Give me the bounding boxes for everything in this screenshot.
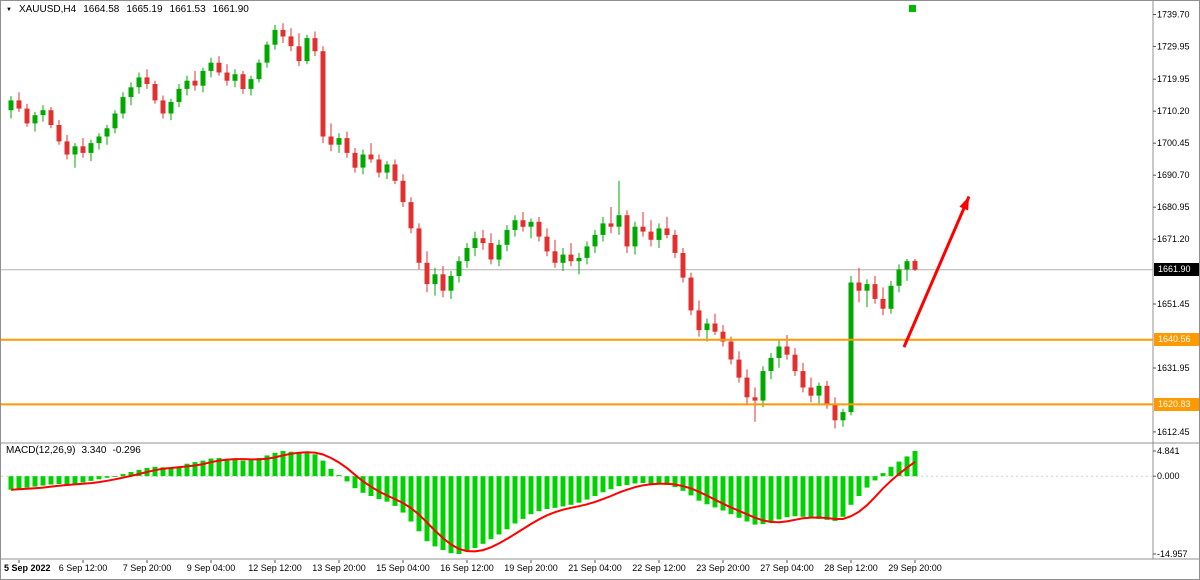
svg-text:22 Sep 12:00: 22 Sep 12:00 <box>632 563 686 573</box>
svg-text:23 Sep 20:00: 23 Sep 20:00 <box>696 563 750 573</box>
svg-text:1700.45: 1700.45 <box>1157 138 1190 148</box>
svg-text:6 Sep 12:00: 6 Sep 12:00 <box>59 563 108 573</box>
svg-text:0.000: 0.000 <box>1157 471 1180 481</box>
svg-text:28 Sep 12:00: 28 Sep 12:00 <box>824 563 878 573</box>
svg-text:29 Sep 20:00: 29 Sep 20:00 <box>888 563 942 573</box>
svg-text:1729.95: 1729.95 <box>1157 41 1190 51</box>
ohlc-open: 1664.58 <box>83 4 120 15</box>
symbol-period-label: XAUUSD,H4 <box>18 4 77 15</box>
svg-text:12 Sep 12:00: 12 Sep 12:00 <box>248 563 302 573</box>
ohlc-low: 1661.53 <box>169 4 206 15</box>
svg-text:1631.95: 1631.95 <box>1157 363 1190 373</box>
svg-text:-14.957: -14.957 <box>1157 549 1188 559</box>
svg-text:13 Sep 20:00: 13 Sep 20:00 <box>312 563 366 573</box>
svg-text:1651.45: 1651.45 <box>1157 299 1190 309</box>
ohlc-close: 1661.90 <box>212 4 249 15</box>
trend-arrow-head <box>959 196 969 211</box>
svg-text:1739.70: 1739.70 <box>1157 10 1190 20</box>
svg-text:15 Sep 04:00: 15 Sep 04:00 <box>376 563 430 573</box>
ohlc-high: 1665.19 <box>126 4 163 15</box>
green-marker <box>909 5 916 12</box>
chart-header: ▼ XAUUSD,H4 1664.58 1665.19 1661.53 1661… <box>6 4 249 15</box>
svg-text:27 Sep 04:00: 27 Sep 04:00 <box>760 563 814 573</box>
svg-text:21 Sep 04:00: 21 Sep 04:00 <box>568 563 622 573</box>
svg-text:19 Sep 20:00: 19 Sep 20:00 <box>504 563 558 573</box>
trend-arrow <box>902 195 971 348</box>
svg-text:9 Sep 04:00: 9 Sep 04:00 <box>187 563 236 573</box>
candles <box>8 23 918 429</box>
macd-name: MACD(12,26,9) <box>6 445 76 456</box>
svg-text:4.841: 4.841 <box>1157 446 1180 456</box>
hline-price-badge: 1620.83 <box>1154 397 1199 411</box>
svg-text:1671.20: 1671.20 <box>1157 234 1190 244</box>
macd-indicator-label: MACD(12,26,9) 3.340 -0.296 <box>6 445 141 456</box>
svg-text:16 Sep 12:00: 16 Sep 12:00 <box>440 563 494 573</box>
svg-text:1612.45: 1612.45 <box>1157 427 1190 437</box>
chevron-down-icon: ▼ <box>6 6 12 13</box>
svg-text:1719.95: 1719.95 <box>1157 74 1190 84</box>
macd-signal-value: -0.296 <box>112 445 141 456</box>
macd-histogram <box>8 451 918 554</box>
svg-text:7 Sep 20:00: 7 Sep 20:00 <box>123 563 172 573</box>
macd-signal-line <box>10 451 916 553</box>
svg-text:5 Sep 2022: 5 Sep 2022 <box>4 563 51 573</box>
hline-price-badge: 1640.56 <box>1154 333 1199 347</box>
svg-text:1710.20: 1710.20 <box>1157 106 1190 116</box>
svg-text:1680.95: 1680.95 <box>1157 202 1190 212</box>
current-price-badge: 1661.90 <box>1154 263 1199 277</box>
macd-main-value: 3.340 <box>81 445 107 456</box>
svg-text:1690.70: 1690.70 <box>1157 170 1190 180</box>
